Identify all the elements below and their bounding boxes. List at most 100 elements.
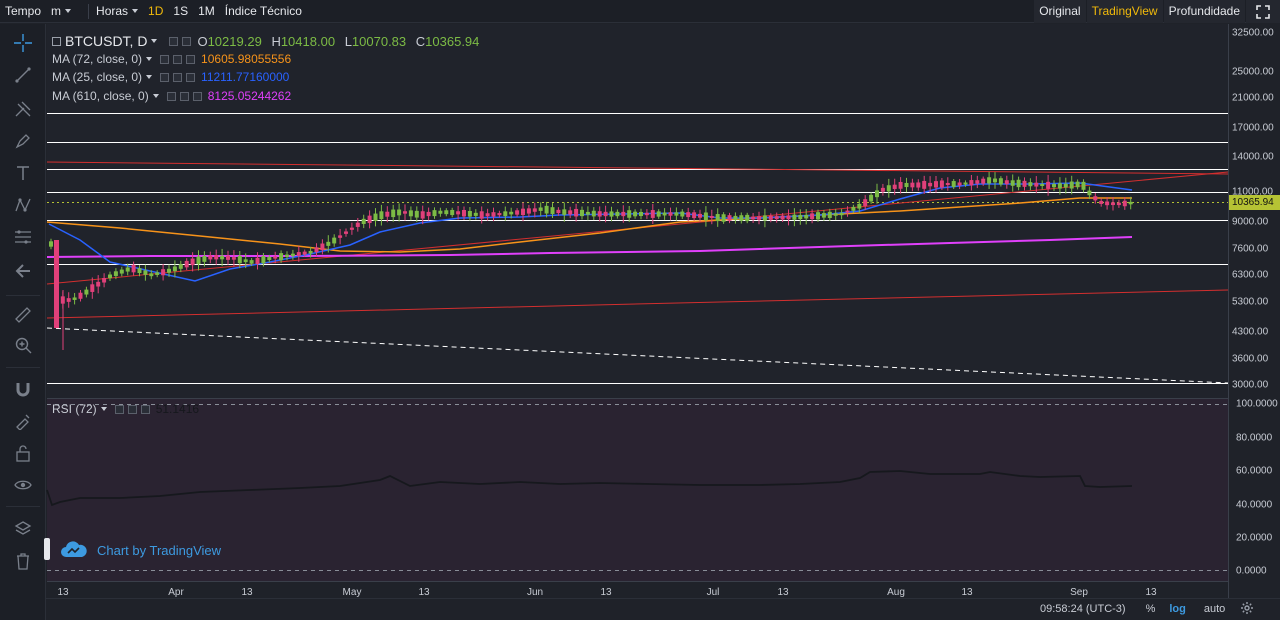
price-axis-label: 17000.00 (1232, 122, 1274, 134)
gear-icon[interactable] (1241, 601, 1254, 617)
candle-body (975, 180, 980, 184)
settings-icon[interactable] (169, 36, 179, 46)
candle-body (680, 211, 685, 217)
eye-icon[interactable] (12, 474, 34, 496)
text-icon[interactable] (12, 162, 34, 184)
candle-body (945, 182, 950, 186)
ma-72-value: 10605.98055556 (201, 52, 292, 66)
view-tradingview-button[interactable]: TradingView (1086, 0, 1163, 23)
ruler-icon[interactable] (12, 304, 34, 326)
fullscreen-icon[interactable] (1246, 0, 1280, 23)
candle-body (72, 297, 77, 300)
view-original-button[interactable]: Original (1034, 0, 1086, 23)
symbol-label[interactable]: BTCUSDT, D (65, 33, 148, 49)
interval-1s-button[interactable]: 1S (173, 3, 189, 18)
pitchfork-icon[interactable] (12, 98, 34, 120)
candle-body (662, 212, 667, 216)
brush-icon[interactable] (12, 130, 34, 152)
settings-icon[interactable] (160, 72, 170, 82)
interval-1d-button[interactable]: 1D (148, 3, 164, 18)
chevron-down-icon[interactable] (151, 39, 158, 43)
ma-25-label[interactable]: MA (25, close, 0) (52, 70, 143, 84)
rsi-pane[interactable] (47, 399, 1228, 581)
candle-body (851, 206, 856, 211)
visibility-icon[interactable] (173, 54, 183, 64)
chevron-down-icon[interactable] (146, 75, 153, 79)
chevron-down-icon[interactable] (146, 57, 153, 61)
candle-body (1111, 202, 1115, 206)
settings-icon[interactable] (114, 404, 124, 414)
ma-610-label[interactable]: MA (610, close, 0) (52, 89, 149, 103)
candle-body (668, 212, 673, 216)
candle-body (934, 181, 938, 188)
ma-610-value: 8125.05244262 (207, 89, 292, 103)
candle-body (167, 268, 171, 273)
ma-72-label[interactable]: MA (72, close, 0) (52, 52, 143, 66)
ma-72-line[interactable] (46, 197, 1132, 253)
fib-icon[interactable] (12, 226, 34, 248)
rsi-label[interactable]: RSI (72) (52, 402, 97, 416)
tradingview-watermark[interactable]: Chart by TradingView (60, 540, 221, 560)
trash-icon[interactable] (12, 550, 34, 572)
view-depth-button[interactable]: Profundidade (1163, 0, 1245, 23)
candle-body (438, 210, 443, 214)
price-axis-label: 3000.00 (1232, 379, 1269, 391)
ma-610-line[interactable] (46, 236, 1133, 258)
candle-body (568, 210, 573, 215)
hours-select[interactable]: Horas (91, 0, 143, 23)
visibility-icon[interactable] (173, 72, 183, 82)
crosshair-icon[interactable] (12, 32, 34, 54)
candle-body (910, 182, 915, 188)
chevron-down-icon[interactable] (100, 407, 107, 411)
percent-toggle[interactable]: % (1145, 603, 1156, 615)
lock-drawing-icon[interactable] (12, 410, 34, 432)
indicators-button[interactable]: Índice Técnico (224, 3, 302, 18)
candle-body (1075, 181, 1080, 188)
unlock-icon[interactable] (12, 442, 34, 464)
pattern-icon[interactable] (12, 194, 34, 216)
ma-25-line[interactable] (48, 182, 1133, 282)
candle-body (1116, 202, 1121, 206)
visibility-icon[interactable] (127, 404, 137, 414)
zoom-in-icon[interactable] (12, 334, 34, 356)
close-icon[interactable] (192, 91, 202, 101)
visibility-icon[interactable] (182, 36, 192, 46)
time-axis-label: May (342, 587, 362, 598)
candle-body (491, 212, 496, 217)
close-icon[interactable] (186, 54, 196, 64)
candlesticks[interactable] (49, 171, 1133, 350)
chevron-down-icon[interactable] (152, 94, 159, 98)
time-axis-label: Apr (168, 587, 184, 598)
candle-body (414, 210, 419, 218)
close-icon[interactable] (186, 72, 196, 82)
settings-icon[interactable] (166, 91, 176, 101)
trend-line-icon[interactable] (12, 64, 34, 86)
horizontal-levels[interactable] (47, 113, 1228, 384)
interval-1m-button[interactable]: 1M (198, 3, 215, 18)
rsi-line[interactable] (46, 470, 1133, 507)
candle-body (178, 264, 183, 269)
candle-body (650, 210, 655, 218)
candle-body (66, 298, 71, 302)
rsi-axis-label: 20.0000 (1236, 532, 1273, 544)
visibility-icon[interactable] (179, 91, 189, 101)
dashed-support-line[interactable] (46, 327, 1229, 384)
candle-body (1028, 182, 1033, 187)
collapse-icon[interactable] (52, 36, 61, 46)
scroll-handle[interactable] (44, 538, 50, 560)
candle-body (408, 210, 413, 217)
log-toggle[interactable]: log (1169, 603, 1186, 615)
candle-body (656, 211, 661, 217)
candle-body (886, 185, 891, 192)
magnet-icon[interactable] (12, 378, 34, 400)
settings-icon[interactable] (160, 54, 170, 64)
auto-toggle[interactable]: auto (1203, 603, 1226, 615)
arrow-back-icon[interactable] (12, 260, 34, 282)
candle-body (609, 211, 614, 217)
price-pane[interactable] (47, 24, 1228, 398)
interval-select[interactable]: m (46, 0, 86, 23)
layers-icon[interactable] (12, 518, 34, 540)
close-icon[interactable] (140, 404, 150, 414)
candle-body (285, 254, 289, 257)
